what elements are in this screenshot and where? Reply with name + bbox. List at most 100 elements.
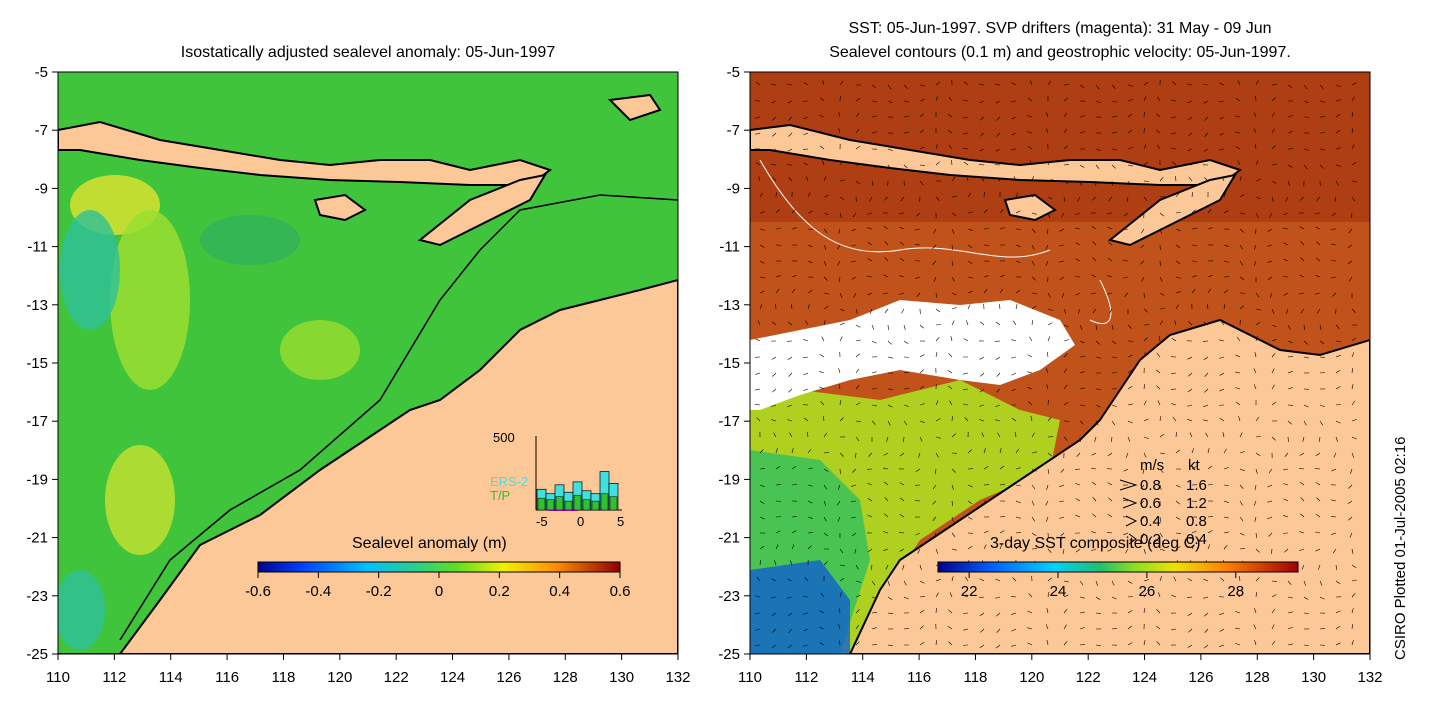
velocity-arrow	[1335, 354, 1341, 358]
velocity-arrow	[1255, 212, 1259, 218]
velocity-arrow	[983, 227, 989, 230]
velocity-arrow	[1315, 226, 1321, 230]
velocity-arrow	[1319, 596, 1325, 600]
velocity-arrow	[935, 436, 941, 439]
velocity-arrow	[1316, 497, 1321, 502]
velocity-arrow	[1175, 260, 1181, 265]
velocity-arrow	[1219, 162, 1225, 166]
velocity-arrow	[1075, 212, 1081, 215]
velocity-arrow	[787, 100, 793, 104]
velocity-arrow	[807, 244, 813, 248]
velocity-arrow	[966, 320, 969, 326]
velocity-arrow	[1255, 591, 1257, 598]
y-tick-label: -17	[718, 413, 740, 430]
velocity-arrow	[1060, 532, 1065, 537]
velocity-arrow	[807, 467, 813, 470]
velocity-arrow	[948, 641, 953, 646]
velocity-arrow	[1079, 115, 1085, 118]
velocity-arrow	[1335, 129, 1341, 134]
velocity-arrow	[759, 516, 765, 520]
velocity-arrow	[855, 436, 860, 442]
velocity-arrow	[1140, 484, 1145, 489]
velocity-arrow	[1351, 579, 1357, 582]
velocity-arrow	[850, 500, 857, 502]
velocity-arrow	[773, 432, 777, 438]
velocity-arrow	[1063, 339, 1069, 342]
velocity-arrow	[1303, 612, 1309, 614]
velocity-arrow	[1235, 115, 1241, 118]
velocity-arrow	[918, 452, 921, 458]
velocity-arrow	[1255, 80, 1259, 86]
velocity-arrow	[822, 160, 825, 166]
velocity-arrow	[871, 371, 877, 374]
velocity-arrow	[1335, 625, 1341, 630]
velocity-arrow	[935, 323, 941, 326]
velocity-arrow	[1031, 320, 1034, 326]
velocity-arrow	[901, 308, 905, 314]
velocity-arrow	[1079, 643, 1085, 646]
velocity-arrow	[772, 132, 777, 137]
velocity-arrow	[1127, 610, 1133, 614]
velocity-arrow	[999, 288, 1004, 294]
velocity-arrow	[887, 324, 889, 331]
velocity-arrow	[1351, 196, 1356, 202]
velocity-arrow	[1268, 532, 1273, 537]
velocity-arrow	[1319, 148, 1325, 151]
velocity-arrow	[967, 244, 973, 249]
velocity-arrow	[1255, 322, 1261, 326]
velocity-arrow	[980, 176, 985, 182]
velocity-arrow	[839, 336, 843, 342]
velocity-arrow	[838, 112, 841, 118]
velocity-arrow	[1219, 339, 1225, 342]
histogram-bar-tp	[555, 496, 564, 511]
velocity-arrow	[919, 98, 925, 102]
velocity-arrow	[1047, 336, 1051, 342]
velocity-arrow	[899, 241, 905, 246]
velocity-arrow	[1253, 128, 1257, 134]
velocity-arrow	[1159, 433, 1165, 438]
velocity-arrow	[915, 276, 921, 279]
velocity-arrow	[949, 400, 953, 406]
right-colorbar-tick-label: 28	[1227, 583, 1244, 600]
velocity-arrow	[1253, 624, 1257, 630]
velocity-arrow	[756, 576, 761, 582]
velocity-arrow	[1107, 513, 1113, 518]
velocity-arrow	[979, 100, 985, 104]
timor-island	[417, 173, 548, 247]
velocity-arrow	[884, 241, 889, 246]
velocity-arrow	[1063, 308, 1066, 314]
velocity-arrow	[1077, 196, 1081, 202]
velocity-arrow	[1059, 228, 1065, 232]
velocity-arrow	[935, 292, 938, 298]
velocity-arrow	[1204, 116, 1209, 121]
velocity-arrow	[1255, 144, 1257, 150]
velocity-arrow	[1091, 226, 1097, 230]
y-tick-label: -5	[727, 64, 740, 81]
velocity-arrow	[807, 210, 813, 214]
velocity-arrow	[1191, 500, 1197, 502]
velocity-arrow	[791, 544, 795, 550]
velocity-arrow	[1143, 337, 1148, 342]
velocity-arrow	[819, 610, 825, 614]
velocity-arrow	[884, 497, 889, 502]
velocity-arrow	[1171, 132, 1177, 135]
velocity-arrow	[1063, 163, 1069, 166]
velocity-arrow	[855, 452, 857, 459]
y-tick-label: -21	[26, 530, 48, 547]
velocity-arrow	[996, 372, 1001, 377]
velocity-arrow	[1351, 400, 1356, 406]
velocity-arrow	[1255, 196, 1261, 200]
x-tick-label: 132	[665, 669, 690, 686]
velocity-arrow	[1191, 530, 1197, 534]
velocity-arrow	[935, 352, 938, 358]
velocity-arrow	[807, 484, 813, 487]
velocity-arrow	[1046, 384, 1049, 390]
y-tick-label: -19	[718, 471, 740, 488]
velocity-arrow	[1203, 644, 1209, 649]
y-tick-label: -23	[26, 588, 48, 605]
velocity-arrow	[791, 209, 796, 214]
velocity-arrow	[1255, 160, 1259, 166]
y-tick-label: -7	[35, 122, 48, 139]
velocity-arrow	[1187, 388, 1193, 393]
velocity-arrow	[1143, 82, 1149, 86]
